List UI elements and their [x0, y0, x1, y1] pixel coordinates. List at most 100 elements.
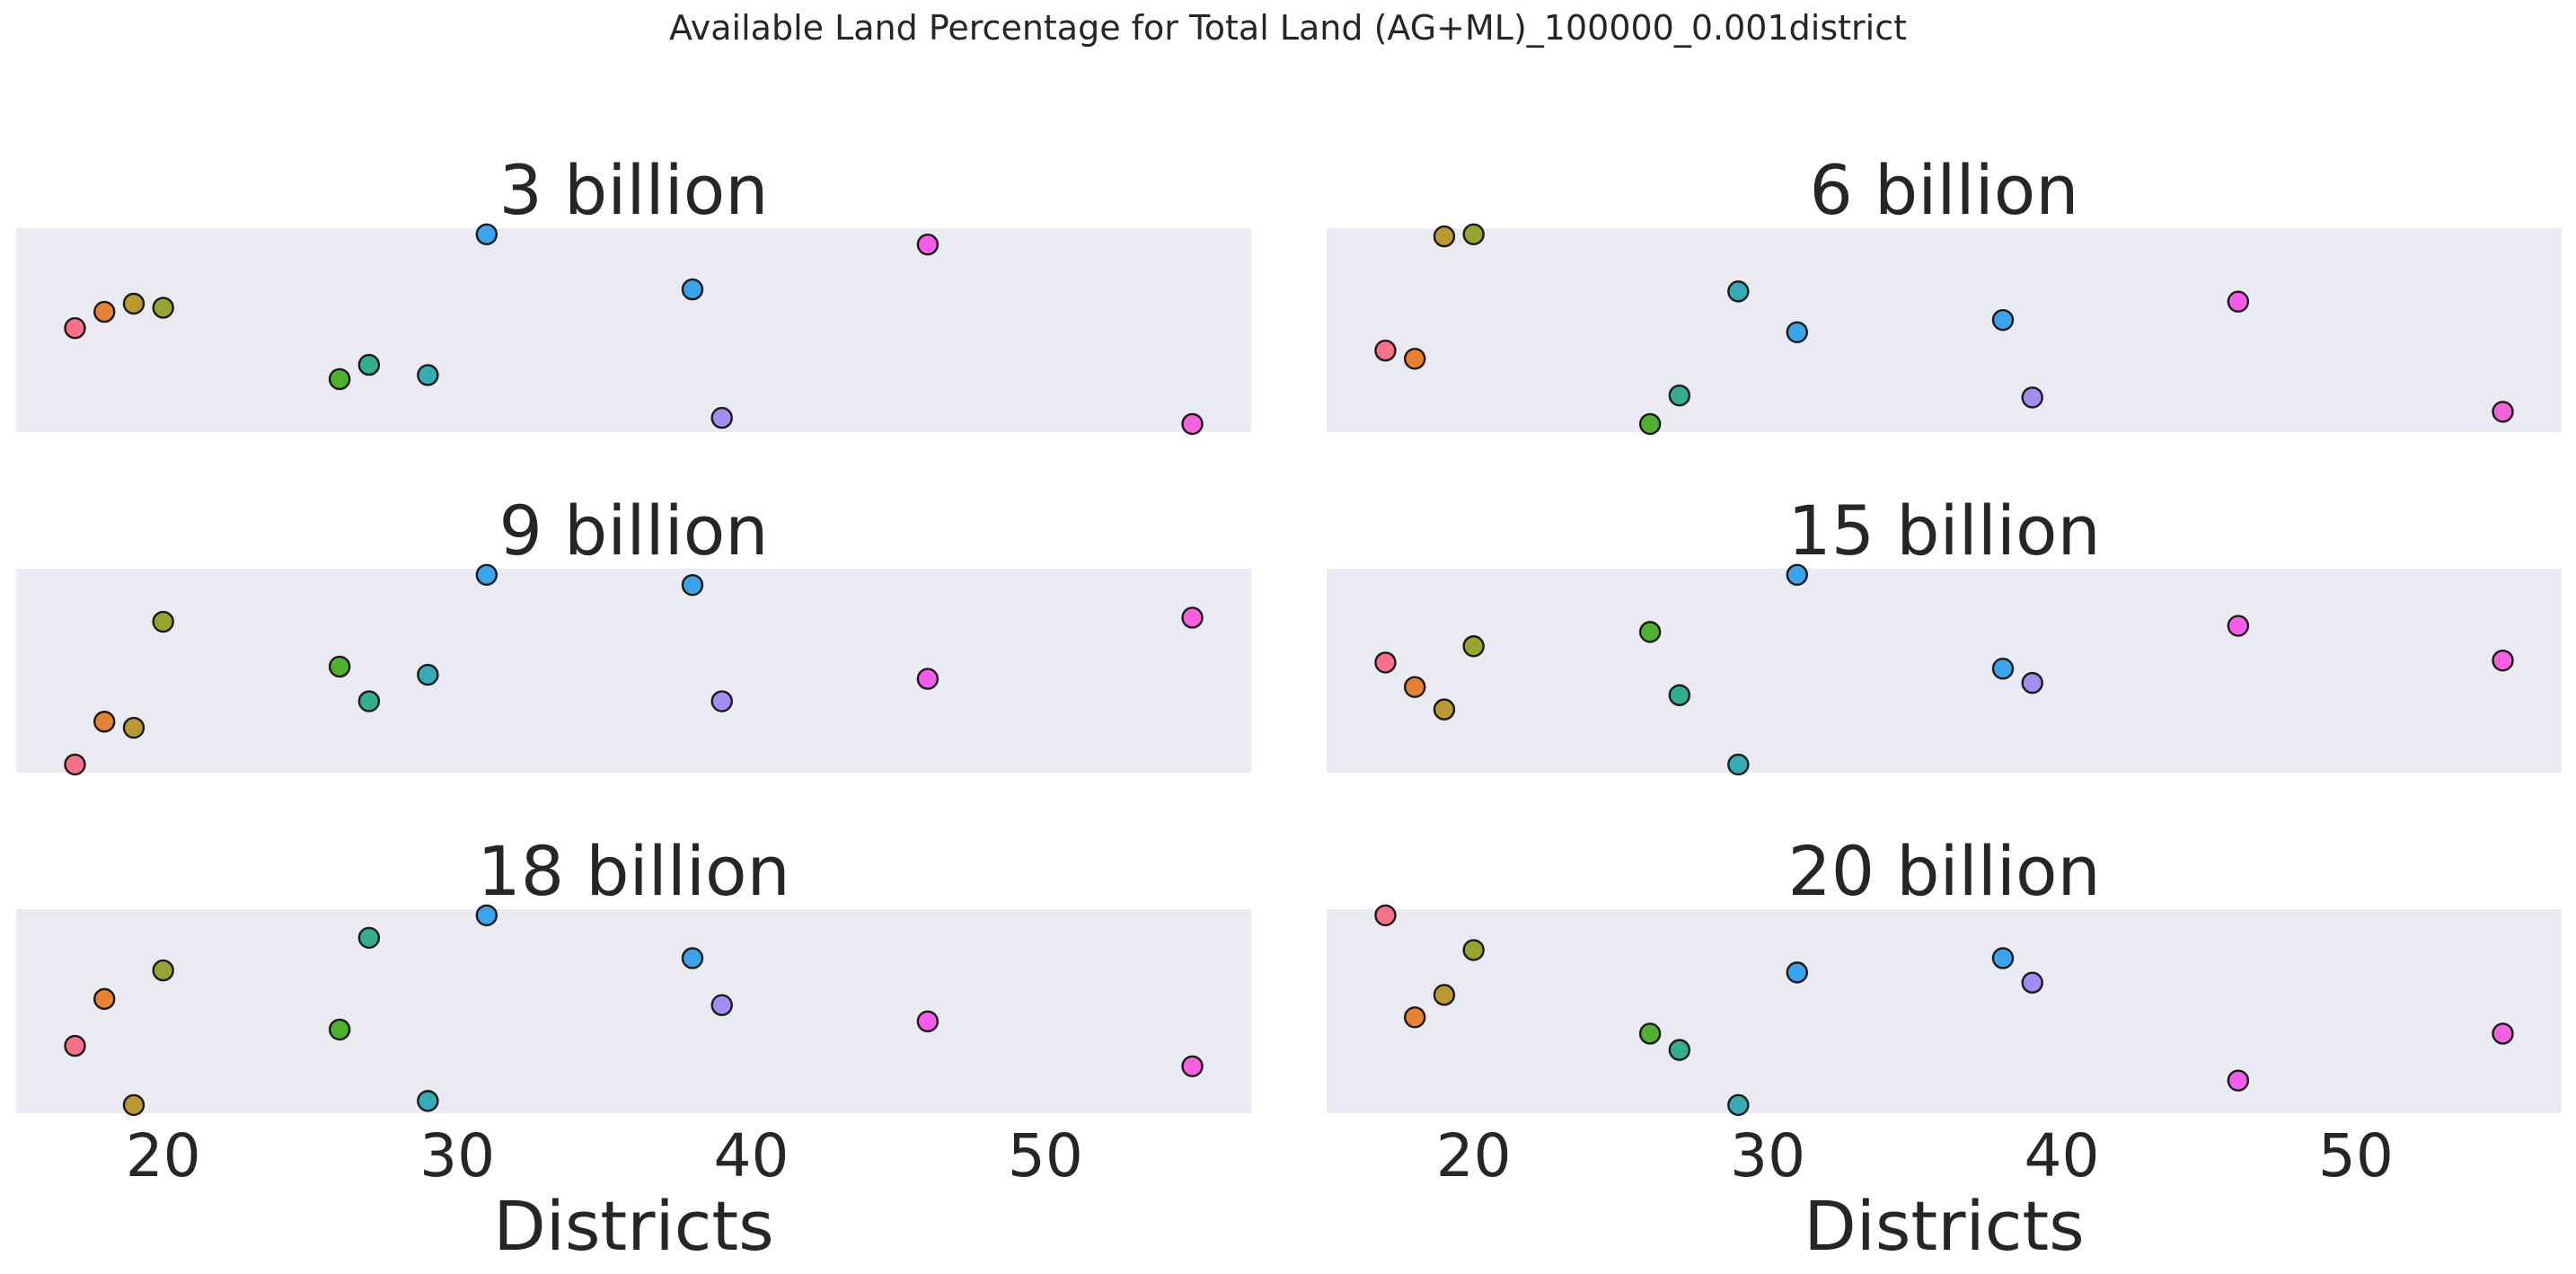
data-point	[328, 1018, 351, 1041]
x-tick-label: 20	[1436, 1121, 1512, 1190]
data-point	[417, 364, 439, 386]
data-point	[1433, 698, 1456, 721]
data-point	[417, 663, 439, 686]
data-point	[328, 655, 351, 678]
data-point	[2021, 971, 2043, 994]
panel-title: 20 billion	[1787, 831, 2100, 911]
data-point	[1668, 384, 1691, 407]
x-axis-label: Districts	[1804, 1186, 2085, 1266]
x-tick-label: 40	[2024, 1121, 2099, 1190]
data-point	[1727, 1093, 1750, 1117]
data-point	[1374, 904, 1397, 927]
data-point	[2492, 1022, 2514, 1045]
data-point	[1786, 321, 1809, 343]
data-point	[2492, 401, 2514, 423]
data-point	[2021, 671, 2043, 695]
data-point	[1462, 223, 1485, 246]
data-point	[2492, 649, 2514, 672]
data-point	[1181, 412, 1204, 436]
data-point	[122, 1093, 146, 1117]
data-point	[1638, 1022, 1662, 1045]
data-point	[1433, 225, 1456, 248]
panel-background	[1327, 569, 2562, 773]
panel: 18 billion 20 30 40 50 Districts	[16, 831, 1251, 1266]
data-point	[93, 711, 116, 733]
x-tick-label: 50	[1008, 1121, 1083, 1190]
data-point	[1638, 412, 1662, 436]
data-point	[328, 367, 351, 391]
x-tick-label: 50	[2318, 1121, 2394, 1190]
data-point	[2227, 290, 2250, 313]
data-point	[122, 292, 146, 315]
data-point	[1404, 1006, 1426, 1029]
data-point	[1668, 1039, 1691, 1061]
data-point	[1462, 939, 1485, 961]
x-axis-label: Districts	[493, 1186, 774, 1266]
panel-background	[1327, 228, 2562, 432]
data-point	[1786, 563, 1809, 587]
data-point	[710, 994, 733, 1016]
data-point	[681, 947, 704, 969]
panel: 9 billion	[16, 491, 1251, 776]
data-point	[2227, 615, 2250, 637]
panel-background	[16, 228, 1251, 432]
data-point	[710, 690, 733, 712]
data-point	[475, 904, 498, 927]
data-point	[1727, 753, 1750, 776]
data-point	[1638, 621, 1662, 643]
data-point	[1404, 348, 1426, 370]
data-point	[2021, 386, 2043, 409]
data-point	[1991, 308, 2015, 332]
panel: 3 billion	[16, 150, 1251, 436]
data-point	[1991, 658, 2015, 680]
data-point	[64, 1034, 86, 1057]
data-point	[357, 353, 381, 376]
data-point	[1374, 340, 1397, 362]
x-tick-label: 30	[419, 1121, 495, 1190]
x-tick-label: 40	[713, 1121, 789, 1190]
panel-title: 6 billion	[1810, 150, 2079, 230]
data-point	[1786, 961, 1809, 984]
x-tick-label: 30	[1730, 1121, 1805, 1190]
data-point	[93, 300, 116, 323]
data-point	[1668, 684, 1691, 706]
data-point	[475, 223, 498, 246]
panel-title: 9 billion	[499, 491, 769, 571]
panel: 6 billion	[1327, 150, 2562, 436]
data-point	[710, 406, 733, 429]
panel: 20 billion 20 30 40 50 Districts	[1327, 831, 2562, 1266]
panel-title: 3 billion	[499, 150, 769, 230]
panel-background	[16, 909, 1251, 1113]
data-point	[1991, 947, 2015, 969]
data-point	[1433, 984, 1456, 1006]
chart-title: Available Land Percentage for Total Land…	[669, 8, 1907, 48]
data-point	[1374, 651, 1397, 674]
panel-background	[16, 569, 1251, 773]
data-point	[357, 690, 381, 712]
data-point	[93, 987, 116, 1011]
data-point	[1181, 606, 1204, 629]
data-point	[916, 233, 940, 256]
data-point	[1404, 676, 1426, 698]
data-point	[916, 668, 940, 690]
data-point	[152, 296, 174, 319]
panel-title: 18 billion	[477, 831, 790, 911]
panel-background	[1327, 909, 2562, 1113]
data-point	[1727, 280, 1750, 303]
x-tick-label: 20	[126, 1121, 201, 1190]
data-point	[64, 753, 86, 776]
data-point	[1462, 635, 1485, 658]
data-point	[64, 317, 86, 340]
data-point	[475, 563, 498, 587]
data-point	[2227, 1069, 2250, 1092]
panel-title: 15 billion	[1787, 491, 2100, 571]
panels-group: 3 billion 6 billion 9 billion 15 billion 18 …	[16, 150, 2562, 1266]
data-point	[1181, 1055, 1204, 1077]
data-point	[681, 573, 704, 597]
panel: 15 billion	[1327, 491, 2562, 776]
data-point	[357, 926, 381, 949]
data-point	[152, 610, 174, 633]
data-point	[417, 1090, 439, 1112]
data-point	[122, 716, 146, 739]
